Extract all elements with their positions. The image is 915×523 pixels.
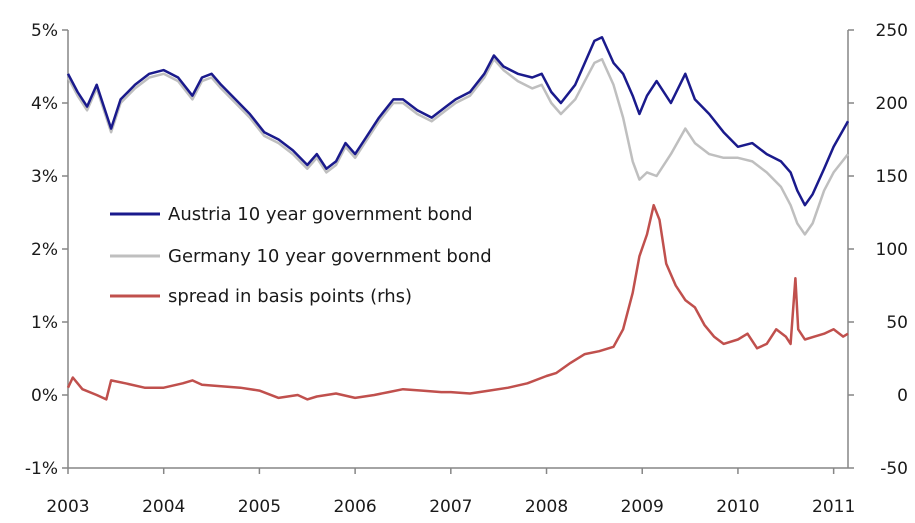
legend-item-germany: Germany 10 year government bond: [110, 246, 492, 267]
right-tick-label: 250: [876, 21, 908, 41]
right-tick-label: 150: [876, 167, 908, 187]
legend-item-spread: spread in basis points (rhs): [110, 286, 412, 307]
series-line-germany: [66, 57, 849, 236]
x-tick-label: 2005: [238, 497, 281, 517]
legend-item-austria: Austria 10 year government bond: [110, 204, 473, 225]
series-line-spread: [66, 203, 849, 401]
x-tick-label: 2006: [333, 497, 376, 517]
right-tick-label: 200: [876, 94, 908, 114]
left-tick-label: 2%: [31, 240, 58, 260]
x-tick-label: 2004: [142, 497, 185, 517]
left-tick-label: -1%: [25, 459, 58, 479]
x-tick-label: 2008: [525, 497, 568, 517]
right-axis-ticks: -50 0 50 100 150 200 250: [848, 21, 908, 479]
series-line-austria: [66, 36, 850, 207]
series-layer: [66, 36, 850, 401]
legend-label-spread: spread in basis points (rhs): [168, 286, 412, 307]
x-axis-ticks: 2003 2004 2005 2006 2007 2008 2009 2010 2011: [46, 468, 855, 517]
x-tick-label: 2011: [812, 497, 855, 517]
legend-label-germany: Germany 10 year government bond: [168, 246, 492, 267]
left-tick-label: 5%: [31, 21, 58, 41]
right-tick-label: 0: [897, 386, 908, 406]
legend-label-austria: Austria 10 year government bond: [168, 204, 473, 225]
x-tick-label: 2007: [429, 497, 472, 517]
x-tick-label: 2009: [621, 497, 664, 517]
x-tick-label: 2003: [46, 497, 89, 517]
left-tick-label: 4%: [31, 94, 58, 114]
right-tick-label: -50: [880, 459, 908, 479]
left-axis-ticks: -1% 0% 1% 2% 3% 4% 5%: [25, 21, 68, 479]
left-tick-label: 0%: [31, 386, 58, 406]
left-tick-label: 3%: [31, 167, 58, 187]
left-tick-label: 1%: [31, 313, 58, 333]
right-tick-label: 50: [886, 313, 908, 333]
legend: Austria 10 year government bond Germany …: [110, 204, 492, 307]
right-tick-label: 100: [876, 240, 908, 260]
x-tick-label: 2010: [716, 497, 759, 517]
